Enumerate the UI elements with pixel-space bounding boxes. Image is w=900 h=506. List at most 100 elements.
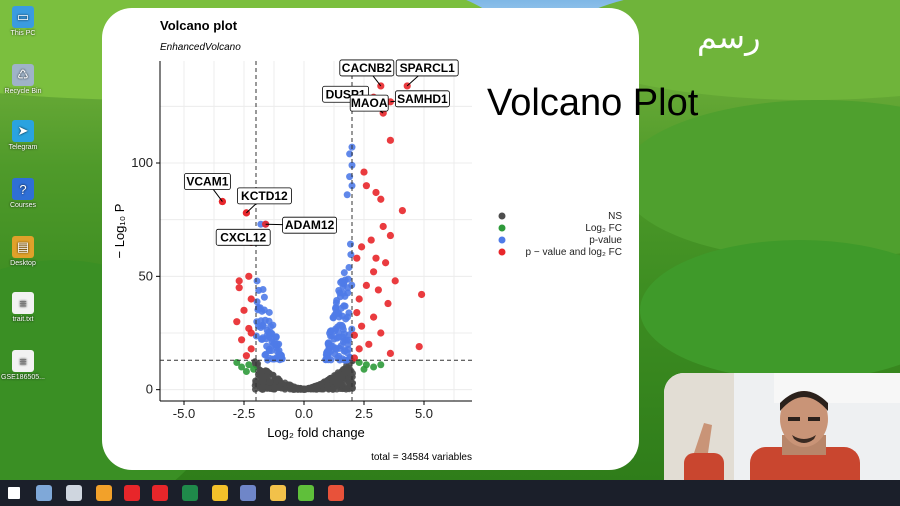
- significant-point: [238, 336, 246, 344]
- ns-point: [312, 383, 320, 391]
- significant-point: [372, 254, 380, 262]
- desktop-icon-1[interactable]: ♺ Recycle Bin: [0, 64, 46, 95]
- x-tick-label: 2.5: [355, 406, 373, 421]
- pvalue-point: [265, 308, 273, 316]
- chart-subtitle: EnhancedVolcano: [160, 42, 241, 53]
- y-tick-label: 100: [131, 155, 153, 170]
- legend-label: p − value and log₂ FC: [526, 247, 622, 258]
- desktop-icon-label: Courses: [9, 202, 37, 209]
- ns-point: [338, 374, 346, 382]
- significant-point: [242, 352, 250, 360]
- x-tick-label: 0.0: [295, 406, 313, 421]
- desktop-icon-0[interactable]: ▭ This PC: [0, 6, 46, 37]
- desktop-icon-glyph-icon: ?: [12, 178, 34, 200]
- chart-caption: total = 34584 variables: [371, 452, 472, 463]
- log2fc-point: [250, 365, 258, 373]
- desktop-icon-label: Recycle Bin: [4, 88, 42, 95]
- pvalue-point: [340, 269, 348, 277]
- gene-label: MAOA: [351, 96, 388, 110]
- significant-point: [235, 277, 243, 285]
- significant-point: [350, 331, 358, 339]
- pvalue-point: [339, 323, 347, 331]
- pvalue-point: [257, 335, 265, 343]
- desktop-icon-label: trait.txt: [12, 316, 34, 323]
- gene-label-box: [339, 59, 395, 77]
- desktop-icon-glyph-icon: ➤: [12, 120, 34, 142]
- ns-point: [318, 380, 325, 388]
- r-icon[interactable]: [240, 485, 256, 501]
- desktop-icon-glyph-icon: ♺: [12, 64, 34, 86]
- search-icon[interactable]: [96, 485, 112, 501]
- pvalue-point: [273, 347, 281, 355]
- gene-label-box: [394, 90, 450, 108]
- opera-icon[interactable]: [124, 485, 140, 501]
- camtasia-icon[interactable]: [298, 485, 314, 501]
- significant-point: [374, 286, 382, 294]
- pvalue-point: [278, 355, 286, 363]
- gene-label: KCTD12: [241, 189, 288, 203]
- arabic-caption: رسم: [697, 18, 761, 56]
- pvalue-point: [267, 329, 275, 337]
- desktop-icon-2[interactable]: ➤ Telegram: [0, 120, 46, 151]
- gene-label-box: [395, 59, 459, 77]
- volcano-plot: Volcano plot EnhancedVolcano -5.0 -2.5 0.0 2.…: [112, 18, 622, 463]
- ns-point: [343, 369, 351, 376]
- legend-label: NS: [608, 211, 622, 222]
- pvalue-point: [343, 191, 351, 199]
- significant-point: [245, 272, 253, 280]
- significant-point: [353, 254, 361, 262]
- log2fc-point: [242, 368, 250, 376]
- legend-label: Log₂ FC: [585, 223, 622, 234]
- plot-card: Volcano plot EnhancedVolcano -5.0 -2.5 0.0 2.…: [102, 8, 639, 470]
- file-icon[interactable]: [36, 485, 52, 501]
- desktop-icon-6[interactable]: ≡ GSE186505...: [0, 350, 46, 381]
- pvalue-point: [336, 289, 344, 297]
- log2fc-point: [245, 361, 253, 369]
- folder-icon[interactable]: [270, 485, 286, 501]
- legend-swatch: [498, 236, 506, 244]
- record-icon[interactable]: [328, 485, 344, 501]
- pvalue-point: [270, 340, 278, 348]
- ns-point: [271, 386, 278, 393]
- gene-label-box: [215, 228, 271, 246]
- gene-label-box: [184, 173, 231, 190]
- desktop-icon-4[interactable]: ▤ Desktop: [0, 236, 46, 267]
- desktop-icon-5[interactable]: ≡ trait.txt: [0, 292, 46, 323]
- ns-point: [295, 385, 302, 393]
- gene-label: SAMHD1: [397, 92, 448, 106]
- significant-point: [415, 343, 423, 351]
- gene-label-box: [236, 187, 292, 205]
- desktop-icon-3[interactable]: ? Courses: [0, 178, 46, 209]
- log2fc-point: [370, 363, 378, 371]
- network-icon[interactable]: [66, 485, 82, 501]
- y-tick-label: 50: [139, 268, 153, 283]
- pvalue-point: [344, 284, 352, 292]
- legend-label: p-value: [589, 235, 622, 246]
- pvalue-point: [267, 323, 275, 331]
- pvalue-point: [344, 336, 352, 344]
- pvalue-point: [347, 240, 355, 248]
- pvalue-point: [342, 315, 350, 323]
- significant-point: [355, 345, 363, 353]
- log2fc-point: [238, 363, 246, 371]
- significant-point: [377, 329, 385, 337]
- gene-label: CACNB2: [342, 61, 392, 75]
- desktop-icon-glyph-icon: ▭: [12, 6, 34, 28]
- x-axis-label: Log₂ fold change: [267, 425, 365, 440]
- x-tick-label: -5.0: [173, 406, 195, 421]
- significant-point: [233, 318, 241, 326]
- gene-label-box: [282, 216, 338, 234]
- ns-point: [333, 386, 340, 393]
- ns-point: [347, 382, 354, 389]
- start-icon[interactable]: [8, 487, 20, 499]
- significant-point: [362, 281, 370, 289]
- significant-point: [240, 306, 248, 314]
- gene-label-box: [349, 94, 389, 112]
- excel-icon[interactable]: [182, 485, 198, 501]
- chrome-icon[interactable]: [212, 485, 228, 501]
- chart-title: Volcano plot: [160, 18, 238, 33]
- pvalue-point: [325, 348, 333, 356]
- significant-point: [353, 309, 361, 317]
- app-p-icon[interactable]: [152, 485, 168, 501]
- desktop-icon-label: GSE186505...: [1, 374, 45, 381]
